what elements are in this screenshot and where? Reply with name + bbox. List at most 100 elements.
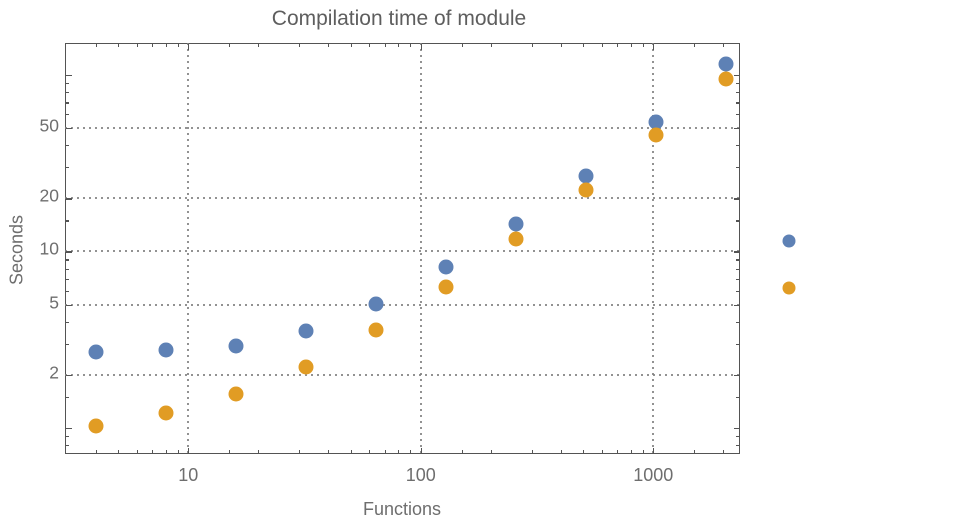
gridline-vertical	[187, 43, 190, 454]
y-tick-mark	[66, 102, 69, 104]
x-tick-mark-top	[410, 44, 412, 47]
y-tick-mark-right	[736, 444, 739, 447]
data-point-series-1	[648, 114, 664, 130]
y-tick-mark-right	[733, 75, 739, 77]
y-tick-mark	[66, 290, 69, 292]
y-tick-mark-right	[736, 396, 739, 398]
x-tick-mark	[694, 450, 696, 453]
gridline-vertical	[652, 43, 655, 454]
y-tick-mark-right	[736, 83, 739, 85]
x-tick-mark-top	[350, 44, 352, 47]
x-tick-mark	[95, 450, 97, 453]
y-tick-mark	[66, 128, 72, 130]
y-tick-mark	[66, 374, 72, 376]
x-tick-mark-top	[583, 44, 585, 47]
x-tick-mark-top	[490, 44, 492, 47]
x-tick-mark	[461, 450, 463, 453]
x-tick-mark-top	[369, 44, 371, 47]
y-tick-mark	[66, 198, 72, 200]
y-tick-mark	[66, 167, 69, 169]
x-tick-mark	[229, 450, 231, 453]
y-tick-label: 10	[39, 238, 59, 259]
data-point-series-1	[508, 216, 524, 232]
data-point-series-2	[228, 386, 244, 402]
x-tick-mark-top	[229, 44, 231, 47]
data-point-series-1	[158, 342, 174, 358]
data-point-series-2	[88, 418, 104, 433]
y-tick-mark-right	[733, 251, 739, 253]
gridline-vertical	[419, 43, 422, 454]
y-tick-mark-right	[736, 114, 739, 116]
chart-title: Compilation time of module	[271, 7, 527, 30]
x-tick-mark-top	[601, 44, 603, 47]
data-point-series-1	[438, 259, 454, 275]
data-point-series-1	[228, 338, 244, 354]
y-tick-mark-right	[736, 259, 739, 261]
x-tick-mark	[723, 450, 725, 453]
x-tick-mark-top	[299, 44, 301, 47]
x-tick-mark	[152, 450, 154, 453]
x-tick-mark-top	[420, 44, 422, 50]
data-point-series-1	[578, 168, 594, 184]
y-tick-mark	[66, 396, 69, 398]
y-tick-label: 5	[49, 292, 59, 312]
y-tick-mark-right	[733, 304, 739, 306]
x-tick-mark-top	[384, 44, 386, 47]
y-tick-mark-right	[736, 290, 739, 292]
x-tick-mark-top	[461, 44, 463, 47]
y-tick-mark	[66, 435, 69, 438]
x-tick-mark	[630, 450, 632, 453]
y-tick-mark-right	[736, 220, 739, 222]
data-point-series-2	[158, 405, 174, 421]
x-tick-mark	[642, 450, 644, 453]
y-tick-mark	[66, 251, 72, 253]
x-tick-mark-top	[328, 44, 330, 47]
y-tick-mark	[66, 92, 69, 94]
x-tick-label: 10	[178, 465, 199, 485]
y-tick-mark-right	[736, 278, 739, 280]
x-tick-mark	[531, 450, 533, 453]
x-tick-mark	[420, 447, 422, 453]
y-tick-mark	[66, 145, 69, 147]
y-tick-mark-right	[736, 102, 739, 104]
x-tick-mark	[165, 450, 167, 453]
x-tick-mark-top	[165, 44, 167, 47]
x-tick-mark-top	[531, 44, 533, 47]
x-tick-mark-top	[723, 44, 725, 47]
x-tick-mark-top	[653, 44, 655, 50]
y-tick-mark-right	[736, 321, 739, 323]
y-axis-label: Seconds	[6, 214, 27, 286]
x-tick-mark-top	[188, 44, 190, 50]
x-tick-mark-top	[617, 44, 619, 47]
x-tick-mark-top	[642, 44, 644, 47]
y-tick-mark-right	[736, 435, 739, 438]
data-point-series-1	[368, 296, 384, 312]
x-tick-mark-top	[398, 44, 400, 47]
y-tick-mark-right	[736, 145, 739, 147]
y-tick-mark	[66, 304, 72, 306]
y-tick-mark	[66, 114, 69, 116]
y-tick-mark	[66, 220, 69, 222]
x-tick-label: 100	[405, 465, 436, 485]
x-tick-mark-top	[630, 44, 632, 47]
x-tick-mark	[369, 450, 371, 453]
data-point-series-2	[718, 71, 734, 87]
y-tick-mark-right	[736, 167, 739, 169]
x-tick-mark	[177, 450, 179, 453]
y-tick-mark-right	[733, 128, 739, 130]
data-point-series-1	[718, 56, 734, 72]
data-point-series-2	[368, 322, 384, 338]
y-tick-mark	[66, 83, 69, 85]
y-tick-mark	[66, 427, 72, 429]
x-tick-mark	[398, 450, 400, 453]
x-tick-mark	[299, 450, 301, 453]
y-tick-mark-right	[733, 427, 739, 429]
y-tick-mark-right	[736, 92, 739, 94]
x-tick-mark-top	[95, 44, 97, 47]
x-tick-mark	[328, 450, 330, 453]
x-tick-mark	[118, 450, 120, 453]
x-tick-mark	[350, 450, 352, 453]
y-tick-label: 20	[39, 185, 59, 206]
data-point-series-2	[508, 231, 524, 247]
y-tick-mark	[66, 75, 72, 77]
